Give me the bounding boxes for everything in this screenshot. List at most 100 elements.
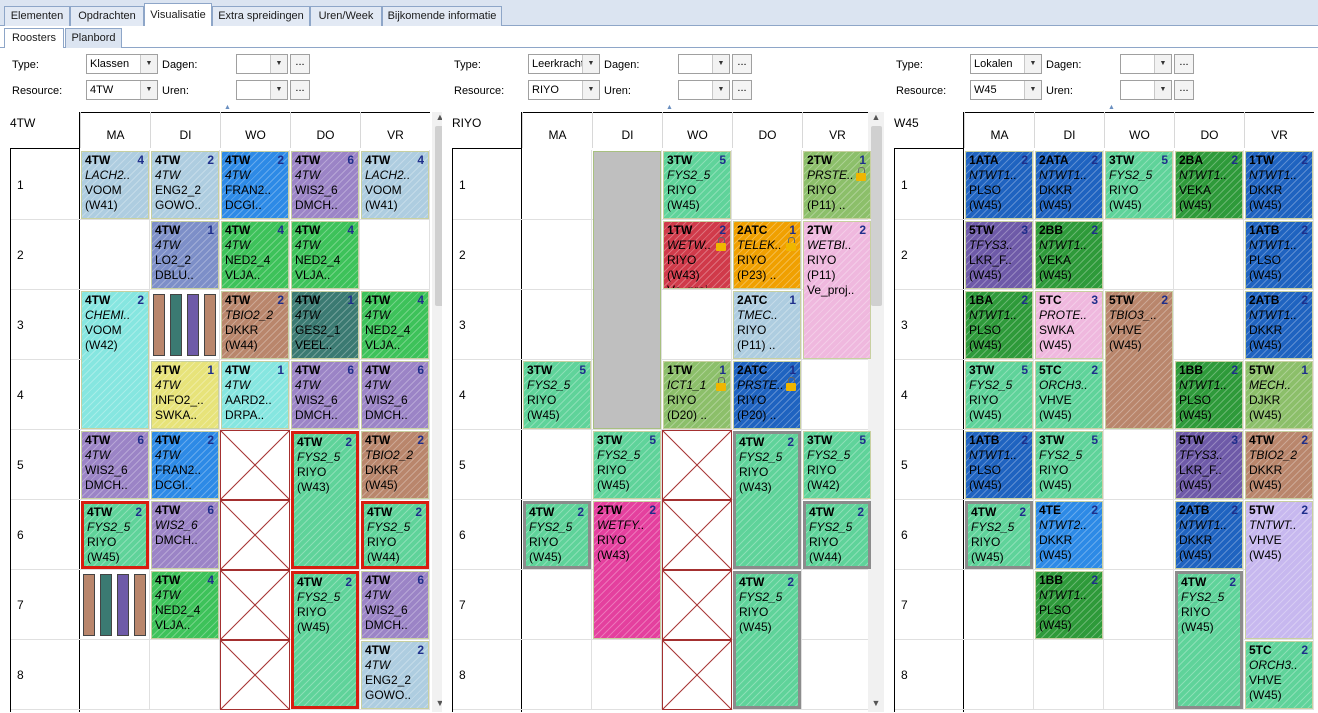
scroll-down-icon[interactable]: ▼ [871,698,881,708]
lesson-block[interactable]: 1TW 2 WETW..RIYO(W43)Ve_proj.. [663,221,731,289]
split-lesson-bar[interactable] [134,574,146,636]
timeslot-cell[interactable] [964,430,1034,500]
lesson-block[interactable]: 2BA 2 NTWT1.. VEKA (W45) [1175,151,1243,219]
lesson-block[interactable]: 3TW 5 FYS2_5 RIYO (W45) [1035,431,1103,499]
tab-bijkomende-informatie[interactable]: Bijkomende informatie [382,6,502,26]
uren-select[interactable]: ▼ [236,80,288,100]
tab-uren-week[interactable]: Uren/Week [310,6,382,26]
lesson-block[interactable]: 2ATB 2 NTWT1.. DKKR (W45) [1175,501,1243,569]
timeslot-cell[interactable] [522,500,592,570]
timeslot-cell[interactable] [360,290,430,360]
uren-browse-button[interactable]: ... [1174,80,1194,100]
dagen-select[interactable]: ▼ [236,54,288,74]
lesson-block[interactable]: 4TW 1 4TW GES2_1 VEEL.. [291,291,359,359]
tab-visualisatie[interactable]: Visualisatie [144,3,212,27]
timeslot-cell[interactable] [150,290,220,360]
lesson-block[interactable]: 3TW 5 FYS2_5 RIYO (W45) [593,431,661,499]
split-lesson-bar[interactable] [117,574,129,636]
split-lesson-bar[interactable] [187,294,199,356]
timeslot-cell[interactable] [1104,220,1174,290]
timeslot-cell[interactable] [150,570,220,640]
timeslot-cell[interactable] [592,430,662,500]
lesson-block[interactable]: 2TW 2 WETFY.. RIYO (W43) [593,501,661,639]
lesson-block[interactable]: 1BB 2 NTWT1.. PLSO (W45) [1035,571,1103,639]
timeslot-cell[interactable] [662,360,732,430]
lesson-block[interactable]: 4TW 6 WIS2_6 DMCH.. [151,501,219,569]
lesson-block[interactable]: 2ATB 2 NTWT1.. DKKR (W45) [1245,291,1313,359]
timeslot-cell[interactable] [150,220,220,290]
timeslot-cell[interactable] [964,500,1034,570]
timeslot-cell[interactable] [662,220,732,290]
timeslot-cell[interactable] [1034,220,1104,290]
timeslot-cell[interactable] [662,150,732,220]
timeslot-cell[interactable] [1104,150,1174,220]
timeslot-cell[interactable] [964,640,1034,710]
timeslot-cell[interactable] [522,360,592,430]
lesson-block[interactable]: 5TW 3 TFYS3.. LKR_F.. (W45) [965,221,1033,289]
lesson-block[interactable]: 4TW 2 CHEMI.. VOOM (W42) [81,291,149,429]
timeslot-cell[interactable] [732,290,802,360]
timeslot-cell[interactable] [522,290,592,360]
split-lesson-bar[interactable] [170,294,182,356]
lesson-block[interactable]: 3TW 5 FYS2_5 RIYO (W45) [663,151,731,219]
split-lesson-bar[interactable] [153,294,165,356]
lesson-block[interactable]: 4TW 2 FYS2_5 RIYO (W43) [733,431,801,569]
lesson-block[interactable]: 1TW 1 ICT1_1 RIYO (D20) .. [663,361,731,429]
lesson-block[interactable]: 2ATC 1 TMEC.. RIYO (P11) .. [733,291,801,359]
timeslot-cell[interactable] [1034,360,1104,430]
lesson-block[interactable]: 4TW 1 4TW INFO2_.. SWKA.. [151,361,219,429]
timeslot-cell[interactable] [150,640,220,710]
lesson-block[interactable]: 4TW 2 FYS2_5 RIYO (W44) [361,501,429,569]
timeslot-cell[interactable] [1244,290,1314,360]
timeslot-cell[interactable] [592,640,662,710]
timeslot-cell[interactable] [1174,290,1244,360]
timeslot-cell[interactable] [522,570,592,640]
splitter-grip-icon[interactable]: ▲ [666,104,673,111]
timeslot-cell[interactable] [592,570,662,640]
timeslot-cell[interactable] [360,430,430,500]
timeslot-cell[interactable] [150,360,220,430]
timeslot-cell[interactable] [220,220,290,290]
timeslot-cell[interactable] [1034,430,1104,500]
timeslot-cell[interactable] [290,500,360,570]
tab-extra-spreidingen[interactable]: Extra spreidingen [212,6,310,26]
lesson-block[interactable]: 4TW 2 FYS2_5 RIYO (W43) [291,431,359,569]
type-select[interactable]: Lokalen ▼ [970,54,1042,74]
lesson-block[interactable]: 5TC 3 PROTE.. SWKA (W45) [1035,291,1103,359]
resource-select[interactable]: 4TW ▼ [86,80,158,100]
lesson-block[interactable]: 5TC 2 ORCH3.. VHVE (W45) [1035,361,1103,429]
timeslot-cell[interactable] [732,640,802,710]
lesson-block[interactable]: 5TW 1 MECH.. DJKR (W45) [1245,361,1313,429]
timeslot-cell[interactable] [964,150,1034,220]
lesson-block[interactable]: 1BB 2 NTWT1.. PLSO (W45) [1175,361,1243,429]
scroll-down-icon[interactable]: ▼ [435,698,445,708]
timeslot-cell[interactable] [732,360,802,430]
type-select[interactable]: Leerkracht ▼ [528,54,600,74]
timeslot-cell[interactable] [150,150,220,220]
timeslot-cell[interactable] [1244,430,1314,500]
lesson-block[interactable]: 4TW 4 LACH2.. VOOM (W41) [361,151,429,219]
timeslot-cell[interactable] [732,150,802,220]
lesson-block[interactable]: 5TC 2 ORCH3.. VHVE (W45) [1245,641,1313,709]
timeslot-cell[interactable] [220,150,290,220]
dagen-browse-button[interactable]: ... [732,54,752,74]
timeslot-cell[interactable] [802,570,872,640]
timeslot-cell[interactable] [662,290,732,360]
timeslot-cell[interactable] [802,360,872,430]
timeslot-cell[interactable] [360,220,430,290]
timeslot-cell[interactable] [80,500,150,570]
timeslot-cell[interactable] [1034,500,1104,570]
scroll-up-icon[interactable]: ▲ [435,112,445,122]
uren-select[interactable]: ▼ [678,80,730,100]
timeslot-cell[interactable] [290,360,360,430]
timeslot-cell[interactable] [964,570,1034,640]
lesson-block[interactable]: 4TW 2 FYS2_5 RIYO (W45) [523,501,591,569]
split-lesson-bar[interactable] [100,574,112,636]
dagen-browse-button[interactable]: ... [1174,54,1194,74]
lesson-block[interactable]: 2ATA 2 NTWT1.. DKKR (W45) [1035,151,1103,219]
lesson-block[interactable]: 1ATB 2 NTWT1.. PLSO (W45) [965,431,1033,499]
vertical-scrollbar[interactable]: ▲ ▼ [868,112,884,712]
splitter-grip-icon[interactable]: ▲ [1108,104,1115,111]
lesson-block[interactable]: 4TW 4 4TW NED2_4 VLJA.. [291,221,359,289]
lesson-block[interactable]: 2BB 2 NTWT1.. VEKA (W45) [1035,221,1103,289]
